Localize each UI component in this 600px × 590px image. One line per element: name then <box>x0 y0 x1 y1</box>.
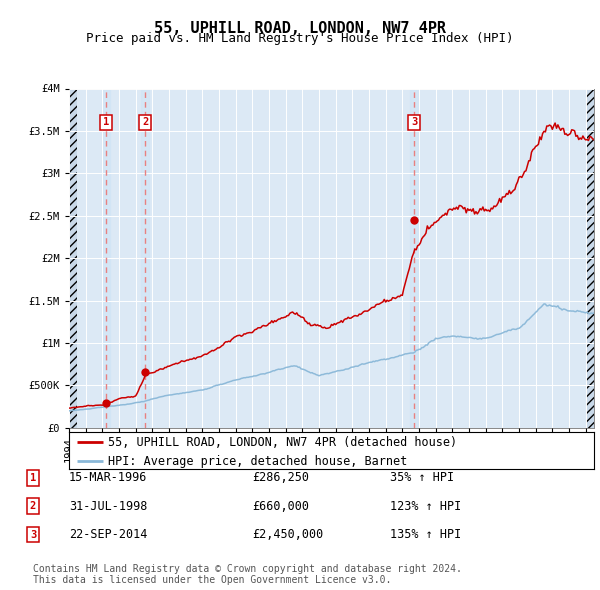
Text: 55, UPHILL ROAD, LONDON, NW7 4PR: 55, UPHILL ROAD, LONDON, NW7 4PR <box>154 21 446 35</box>
Text: HPI: Average price, detached house, Barnet: HPI: Average price, detached house, Barn… <box>109 454 407 467</box>
Bar <box>69 88 77 428</box>
Text: 22-SEP-2014: 22-SEP-2014 <box>69 528 148 541</box>
Bar <box>101 88 110 428</box>
Text: 135% ↑ HPI: 135% ↑ HPI <box>390 528 461 541</box>
Text: Contains HM Land Registry data © Crown copyright and database right 2024.
This d: Contains HM Land Registry data © Crown c… <box>33 563 462 585</box>
Text: 3: 3 <box>30 530 36 539</box>
Text: £286,250: £286,250 <box>252 471 309 484</box>
Text: 3: 3 <box>411 117 418 127</box>
Text: 1: 1 <box>103 117 109 127</box>
Text: 31-JUL-1998: 31-JUL-1998 <box>69 500 148 513</box>
Text: Price paid vs. HM Land Registry's House Price Index (HPI): Price paid vs. HM Land Registry's House … <box>86 32 514 45</box>
Bar <box>141 88 149 428</box>
Text: £660,000: £660,000 <box>252 500 309 513</box>
Text: 2: 2 <box>30 502 36 511</box>
Text: 1: 1 <box>30 473 36 483</box>
Text: 35% ↑ HPI: 35% ↑ HPI <box>390 471 454 484</box>
Text: 15-MAR-1996: 15-MAR-1996 <box>69 471 148 484</box>
Bar <box>410 88 418 428</box>
Text: 123% ↑ HPI: 123% ↑ HPI <box>390 500 461 513</box>
Text: £2,450,000: £2,450,000 <box>252 528 323 541</box>
Text: 2: 2 <box>142 117 148 127</box>
Bar <box>586 88 594 428</box>
Text: 55, UPHILL ROAD, LONDON, NW7 4PR (detached house): 55, UPHILL ROAD, LONDON, NW7 4PR (detach… <box>109 436 458 449</box>
